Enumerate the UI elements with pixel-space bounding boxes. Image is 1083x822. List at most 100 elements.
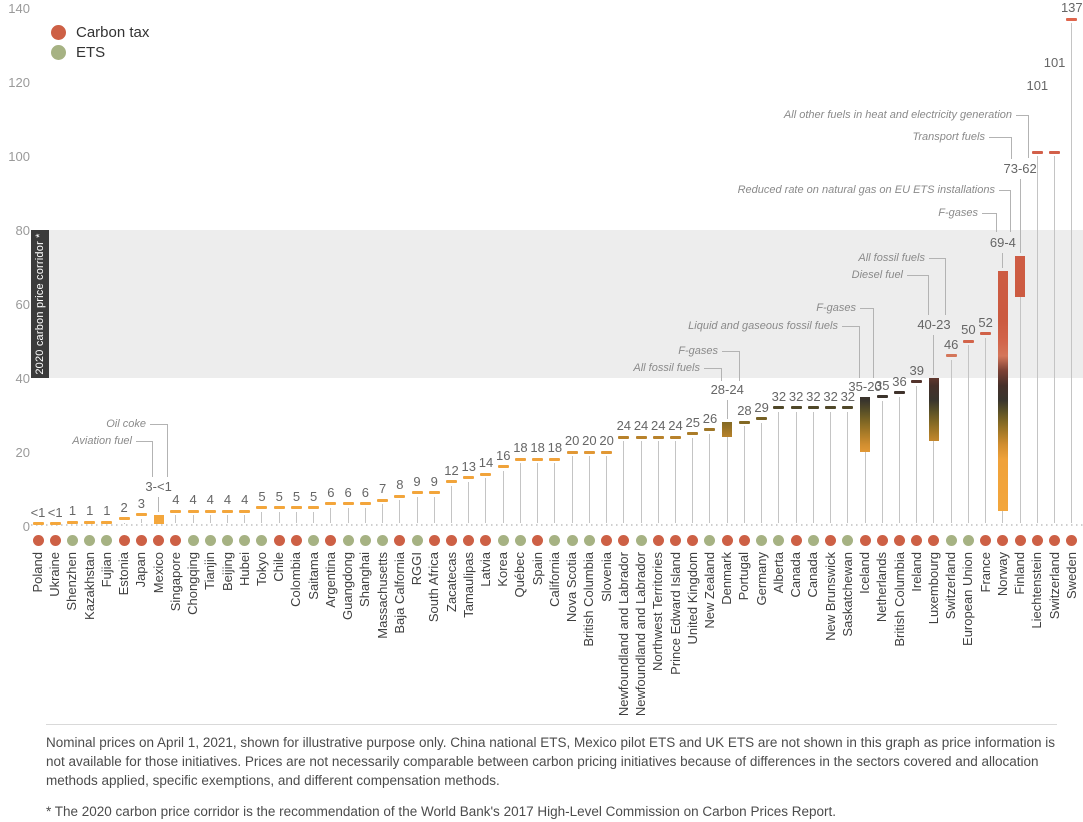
jurisdiction-dot-korea bbox=[498, 535, 509, 546]
jurisdiction-label-saitama: Saitama bbox=[307, 552, 321, 600]
jurisdiction-label-denmark: Denmark bbox=[720, 552, 734, 605]
price-marker-ukraine bbox=[50, 522, 61, 525]
price-label-switzerland: 46 bbox=[944, 337, 958, 352]
stem-norway bbox=[1002, 511, 1003, 523]
price-label-denmark: 28-24 bbox=[711, 382, 744, 397]
footnote-sources: Nominal prices on April 1, 2021, shown f… bbox=[46, 733, 1057, 790]
y-axis-tick-0: 0 bbox=[0, 519, 30, 534]
price-label-argentina: 6 bbox=[327, 485, 334, 500]
stem-tianjin bbox=[210, 515, 211, 523]
price-marker-switzerland bbox=[946, 354, 957, 357]
annotation-line-v-f-gases-denmark bbox=[739, 351, 740, 381]
legend-label-ets: ETS bbox=[76, 44, 105, 61]
stem-newfoundland-and-labrador bbox=[641, 441, 642, 523]
y-axis-tick-140: 140 bbox=[0, 1, 30, 16]
stem-denmark bbox=[727, 437, 728, 523]
price-label-france: 52 bbox=[978, 315, 992, 330]
price-label-colombia: 5 bbox=[293, 489, 300, 504]
jurisdiction-dot-prince-edward-island bbox=[670, 535, 681, 546]
stem-northwest-territories bbox=[658, 441, 659, 523]
jurisdiction-dot-mexico bbox=[153, 535, 164, 546]
jurisdiction-label-switzerland: Switzerland bbox=[1048, 552, 1062, 619]
range-bar-mexico bbox=[154, 515, 164, 524]
jurisdiction-label-beijing: Beijing bbox=[221, 552, 235, 591]
annotation-line-v-transport-fuels-finland bbox=[1011, 137, 1012, 159]
price-marker-spain bbox=[532, 458, 543, 461]
range-bar-norway bbox=[998, 271, 1008, 512]
jurisdiction-label-nova-scotia: Nova Scotia bbox=[565, 552, 579, 622]
jurisdiction-dot-kazakhstan bbox=[84, 535, 95, 546]
price-label-rggi: 9 bbox=[413, 474, 420, 489]
stem-alberta bbox=[778, 412, 779, 523]
jurisdiction-dot-shenzhen bbox=[67, 535, 78, 546]
price-label-tianjin: 4 bbox=[207, 492, 214, 507]
price-label-new-brunswick: 32 bbox=[823, 389, 837, 404]
price-marker-alberta bbox=[773, 406, 784, 409]
stem-germany bbox=[761, 423, 762, 523]
range-bar-iceland bbox=[860, 397, 870, 453]
jurisdiction-label-spain: Spain bbox=[531, 552, 545, 585]
jurisdiction-label-portugal: Portugal bbox=[737, 552, 751, 600]
y-axis-tick-60: 60 bbox=[0, 297, 30, 312]
price-marker-sweden bbox=[1066, 18, 1077, 21]
carbon-price-corridor-band bbox=[31, 230, 1083, 378]
annotation-line-v-diesel-fuel-luxembourg bbox=[928, 275, 929, 315]
jurisdiction-dot-british-columbia bbox=[894, 535, 905, 546]
price-marker-beijing bbox=[222, 510, 233, 513]
jurisdiction-label-european-union: European Union bbox=[961, 552, 975, 646]
price-label-newfoundland-and-labrador: 24 bbox=[634, 418, 648, 433]
price-label-ukraine: <1 bbox=[48, 505, 63, 520]
annotation-line-v-all-fossil-fuels-denmark bbox=[721, 368, 722, 381]
y-axis-tick-120: 120 bbox=[0, 75, 30, 90]
stem-rggi bbox=[417, 497, 418, 523]
price-marker-canada bbox=[808, 406, 819, 409]
price-label-singapore: 4 bbox=[172, 492, 179, 507]
jurisdiction-label-sweden: Sweden bbox=[1065, 552, 1079, 599]
jurisdiction-label-luxembourg: Luxembourg bbox=[927, 552, 941, 624]
jurisdiction-label-british-columbia: British Columbia bbox=[582, 552, 596, 647]
stem-ireland bbox=[916, 386, 917, 523]
corridor-label-box: 2020 carbon price corridor * bbox=[31, 230, 49, 378]
jurisdiction-dot-japan bbox=[136, 535, 147, 546]
price-marker-fujian bbox=[101, 521, 112, 524]
annotation-line-v-oil-coke-mexico bbox=[167, 424, 168, 477]
annotation-diesel-fuel-luxembourg: Diesel fuel bbox=[852, 268, 903, 282]
price-label-poland: <1 bbox=[31, 505, 46, 520]
price-label-baja-calfornia: 8 bbox=[396, 477, 403, 492]
jurisdiction-dot-liechtenstein bbox=[1032, 535, 1043, 546]
jurisdiction-dot-france bbox=[980, 535, 991, 546]
jurisdiction-label-norway: Norway bbox=[996, 552, 1010, 596]
jurisdiction-dot-slovenia bbox=[601, 535, 612, 546]
stem-sweden bbox=[1071, 23, 1072, 523]
stem-new-brunswick bbox=[830, 412, 831, 523]
price-label-fujian: 1 bbox=[103, 503, 110, 518]
jurisdiction-dot-estonia bbox=[119, 535, 130, 546]
price-label-kazakhstan: 1 bbox=[86, 503, 93, 518]
annotation-f-gases-norway: F-gases bbox=[938, 206, 978, 220]
x-axis-baseline bbox=[31, 524, 1083, 526]
jurisdiction-label-zacatecas: Zacatecas bbox=[445, 552, 459, 612]
jurisdiction-label-newfoundland-and-labrador: Newfoundland and Labrador bbox=[617, 552, 631, 716]
jurisdiction-dot-sweden bbox=[1066, 535, 1077, 546]
price-marker-california bbox=[549, 458, 560, 461]
stem-iceland bbox=[865, 452, 866, 523]
price-label-estonia: 2 bbox=[121, 500, 128, 515]
price-label-newfoundland-and-labrador: 24 bbox=[617, 418, 631, 433]
annotation-line-h-liquid-and-gaseous-fossil-fuels-iceland bbox=[842, 326, 859, 327]
price-marker-switzerland bbox=[1049, 151, 1060, 154]
annotation-line-v-all-other-fuels-in-heat-and-electricity-generation-finland bbox=[1028, 115, 1029, 158]
stem-hubei bbox=[244, 515, 245, 523]
price-label-shenzhen: 1 bbox=[69, 503, 76, 518]
stem-canada bbox=[796, 412, 797, 523]
stem-portugal bbox=[744, 426, 745, 523]
jurisdiction-dot-tianjin bbox=[205, 535, 216, 546]
annotation-line-h-f-gases-norway bbox=[982, 213, 996, 214]
jurisdiction-dot-alberta bbox=[773, 535, 784, 546]
jurisdiction-label-rggi: RGGI bbox=[410, 552, 424, 585]
jurisdiction-dot-ireland bbox=[911, 535, 922, 546]
jurisdiction-label-prince-edward-island: Prince Edward Island bbox=[669, 552, 683, 675]
stem-prince-edward-island bbox=[675, 441, 676, 523]
price-marker-slovenia bbox=[601, 451, 612, 454]
annotation-f-gases-denmark: F-gases bbox=[678, 344, 718, 358]
